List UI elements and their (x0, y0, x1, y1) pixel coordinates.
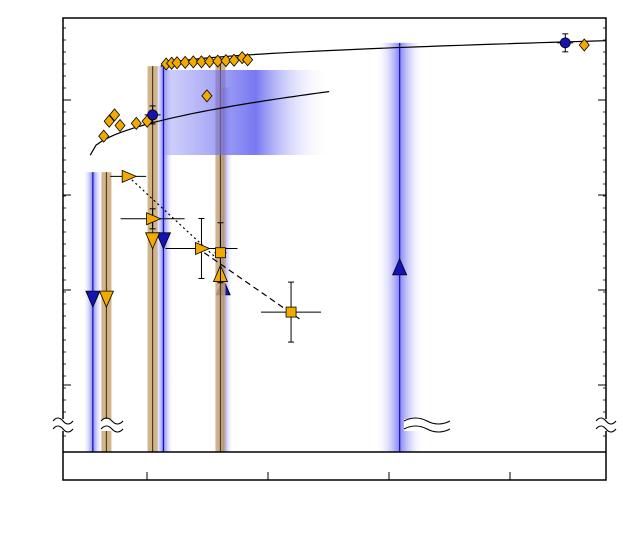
band-region (165, 70, 330, 155)
fit-curve (89, 91, 330, 156)
diamond-point (242, 53, 254, 67)
arrow-down (144, 232, 161, 250)
frame-layer (52, 17, 617, 481)
arrow-down (98, 290, 115, 309)
axis-break-mark (595, 417, 617, 433)
axis-break-mark (100, 417, 124, 433)
break-wave (403, 417, 451, 425)
plot-frame (62, 17, 607, 481)
diamond-point (187, 55, 199, 69)
arrow-down (155, 232, 172, 250)
bands-layer (82, 42, 424, 453)
square-point (215, 247, 226, 259)
break-gap (101, 419, 123, 431)
diamond-point (98, 129, 110, 143)
break-wave (52, 417, 74, 425)
axis-break-mark (52, 417, 74, 433)
triangle-point (121, 169, 138, 184)
break-wave (100, 425, 124, 433)
diamond-point (103, 114, 115, 128)
arrow-down (85, 290, 101, 309)
break-gap (596, 419, 616, 431)
axis-break-mark (403, 417, 451, 433)
diamond-point (201, 89, 213, 103)
diamond-point (212, 54, 224, 68)
diamond-point (220, 54, 232, 68)
diamond-point (578, 38, 590, 52)
diamond-point (114, 118, 126, 133)
points-layer (98, 33, 590, 343)
break-wave (100, 417, 124, 425)
diamond-point (171, 56, 183, 70)
square-point (285, 306, 297, 318)
diamond-point (204, 54, 216, 69)
triangle-point (146, 212, 162, 226)
break-wave (52, 425, 74, 433)
break-wave (595, 417, 617, 425)
break-wave (403, 425, 451, 433)
break-gap (404, 419, 450, 431)
circle-point (147, 109, 158, 121)
diamond-point (179, 55, 191, 69)
diamond-point (130, 116, 142, 131)
triangle-point (195, 241, 211, 256)
break-gap (53, 419, 73, 431)
arrow-up (392, 257, 408, 276)
circle-point (559, 37, 571, 49)
diamond-point (195, 55, 207, 69)
diamond-point (109, 108, 121, 122)
break-wave (595, 425, 617, 433)
